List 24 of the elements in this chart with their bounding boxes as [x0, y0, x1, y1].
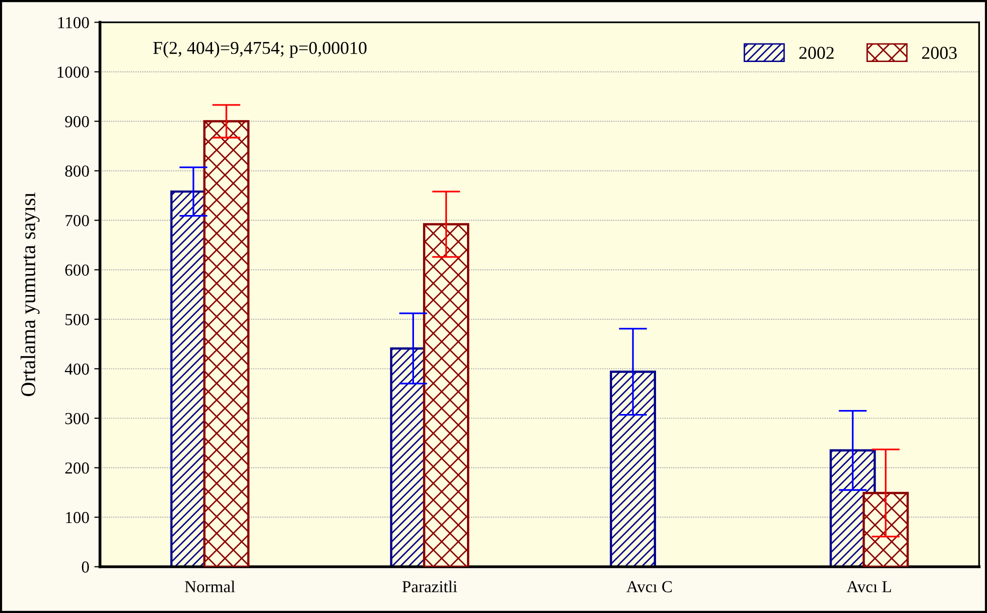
- y-tick-label: 700: [66, 214, 89, 226]
- legend-label: 2002: [799, 46, 834, 59]
- y-tick-label: 900: [65, 116, 89, 128]
- y-tick-label: 500: [66, 314, 89, 326]
- x-tick-label: Avcı L: [846, 581, 891, 592]
- y-tick-label: 200: [65, 462, 89, 474]
- x-tick-label: Normal: [184, 580, 235, 592]
- y-axis-title: Ortalama yumurta sayısı: [20, 192, 40, 396]
- bar: [203, 120, 250, 567]
- y-tick-label: 100: [66, 512, 89, 524]
- bar: [423, 223, 470, 567]
- y-tick-label: 300: [65, 412, 89, 424]
- x-tick-label: Avcı C: [626, 581, 672, 592]
- annotation: F(2, 404)=9,4754; p=0,00010: [153, 41, 367, 58]
- bar: [610, 370, 656, 567]
- bar: [862, 492, 909, 567]
- y-tick-label: 600: [65, 264, 89, 276]
- y-tick-label: 400: [64, 363, 89, 375]
- y-tick-label: 1100: [58, 17, 89, 28]
- y-tick-label: 0: [82, 561, 89, 573]
- y-tick-label: 800: [65, 165, 89, 177]
- x-tick-label: Parazitli: [402, 580, 458, 592]
- y-tick-label: 1000: [58, 66, 89, 78]
- legend-label: 2003: [922, 46, 957, 59]
